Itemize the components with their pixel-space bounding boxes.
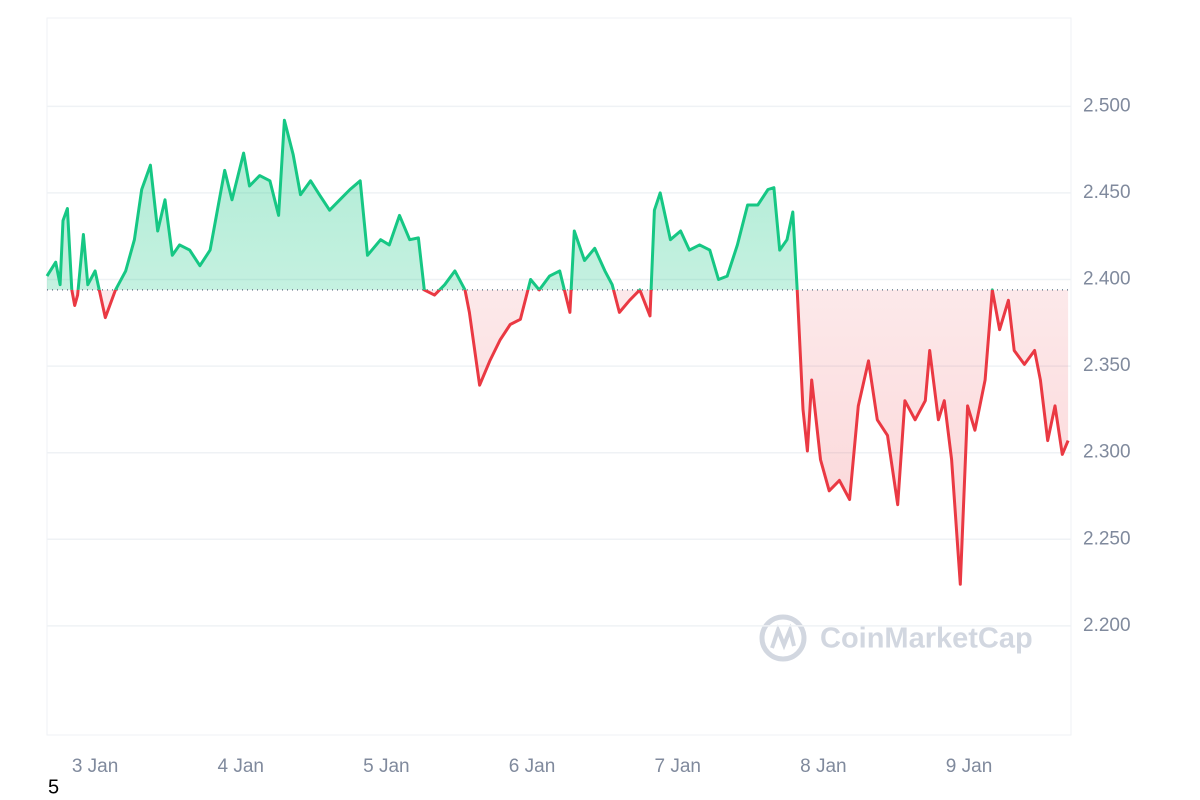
- x-tick-label: 8 Jan: [800, 756, 846, 777]
- line-up: [45, 118, 994, 290]
- y-tick-label: 2.500: [1083, 95, 1131, 116]
- watermark-text: CoinMarketCap: [820, 623, 1033, 655]
- x-tick-label: 6 Jan: [509, 756, 555, 777]
- x-tick-label: 9 Jan: [946, 756, 992, 777]
- area-up: [47, 120, 993, 290]
- y-tick-label: 2.200: [1083, 615, 1131, 636]
- x-tick-label: 7 Jan: [654, 756, 700, 777]
- y-tick-label: 2.300: [1083, 442, 1131, 463]
- area-down: [47, 289, 1069, 585]
- line-down: [70, 289, 1070, 586]
- corner-label: 5: [48, 776, 59, 798]
- watermark: CoinMarketCap: [759, 614, 1033, 662]
- x-tick-label: 4 Jan: [217, 756, 263, 777]
- x-tick-label: 3 Jan: [72, 756, 118, 777]
- x-tick-label: 5 Jan: [363, 756, 409, 777]
- y-tick-label: 2.350: [1083, 355, 1131, 376]
- y-tick-label: 2.450: [1083, 182, 1131, 203]
- y-tick-label: 2.250: [1083, 528, 1131, 549]
- y-tick-label: 2.400: [1083, 269, 1131, 290]
- plot-frame: [46, 17, 1072, 736]
